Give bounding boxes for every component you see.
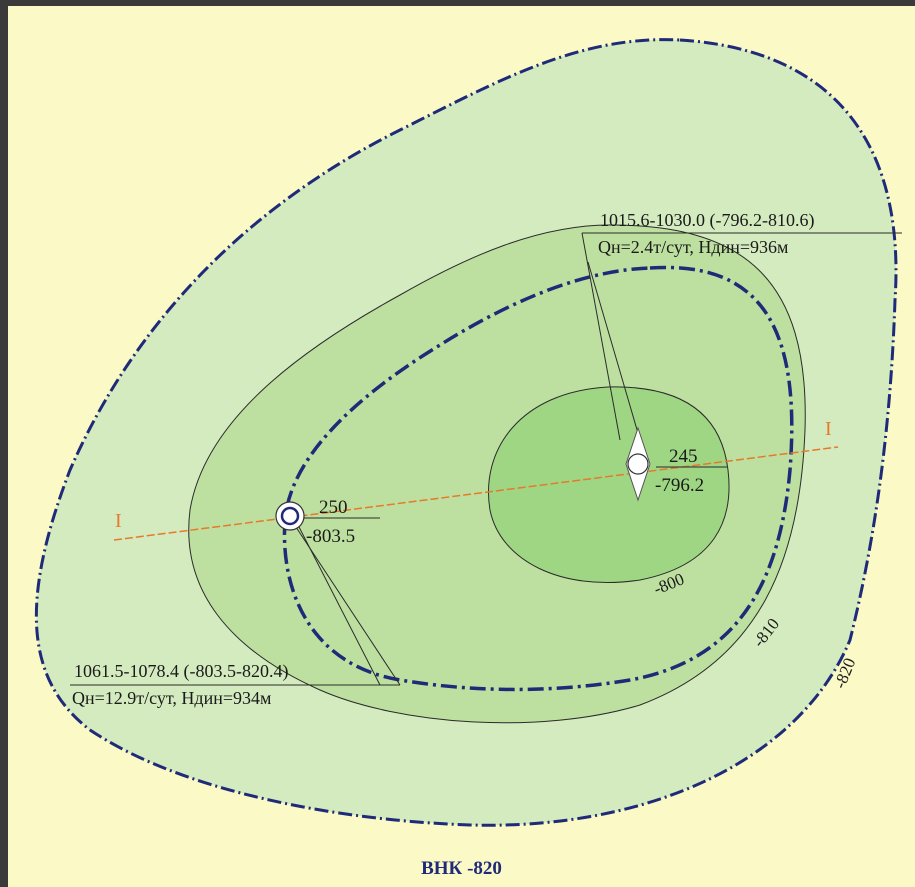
well-250-symbol[interactable] <box>275 501 305 531</box>
well-250-inner-circle <box>280 506 300 526</box>
well-250-number: 250 <box>319 497 348 518</box>
map-frame: I I -800 -810 -820 1015.6-1030.0 (-796.2… <box>8 6 915 887</box>
contour-810-line <box>282 265 794 692</box>
section-label-left: I <box>115 510 122 532</box>
owc-line-820 <box>34 38 898 827</box>
section-label-right: I <box>825 418 832 440</box>
well-245-elevation: -796.2 <box>655 475 704 496</box>
map-caption: ВНК -820 <box>421 858 502 879</box>
well-245-circle <box>627 453 649 475</box>
section-line <box>113 446 839 541</box>
well-250-interval: 1061.5-1078.4 (-803.5-820.4) <box>74 661 288 682</box>
well-245-symbol[interactable] <box>625 426 651 502</box>
zone-800 <box>488 386 730 584</box>
well-245-leader <box>581 232 621 441</box>
structural-map: I I -800 -810 -820 1015.6-1030.0 (-796.2… <box>34 38 902 827</box>
well-245-number: 245 <box>669 446 698 467</box>
well-250-production: Qн=12.9т/сут, Hдин=934м <box>72 688 271 708</box>
well-245-interval: 1015.6-1030.0 (-796.2-810.6) <box>600 210 814 231</box>
well-250-elevation: -803.5 <box>306 526 355 547</box>
well-245-production: Qн=2.4т/сут, Hдин=936м <box>598 237 788 257</box>
well-250-leader-2 <box>297 524 381 686</box>
well-245-leader-2 <box>587 261 641 441</box>
